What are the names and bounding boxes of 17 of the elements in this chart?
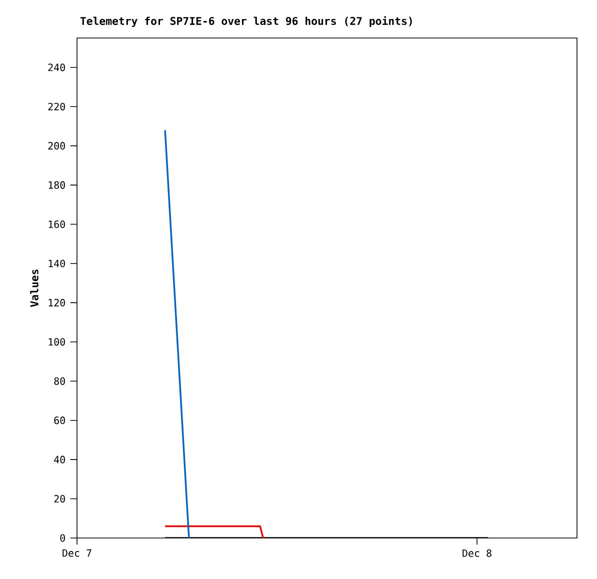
x-tick-label: Dec 8 — [462, 549, 492, 557]
y-tick-label: 180 — [48, 181, 65, 189]
y-tick-label: 140 — [48, 260, 65, 268]
y-tick-label: 120 — [48, 298, 65, 306]
y-axis-title: Values — [30, 270, 38, 307]
chart-title: Telemetry for SP7IE-6 over last 96 hours (27 points) — [80, 16, 412, 28]
y-tick-label: 20 — [54, 494, 65, 503]
y-tick-label: 200 — [48, 142, 65, 150]
y-tick-label: 240 — [48, 64, 65, 72]
y-tick-label: 100 — [48, 338, 65, 346]
y-tick-label: 0 — [60, 534, 65, 542]
x-tick-label: Dec 7 — [62, 549, 92, 557]
y-tick-label: 80 — [54, 377, 65, 385]
y-tick-label: 40 — [54, 456, 65, 464]
y-tick-label: 220 — [48, 102, 65, 110]
y-tick-label: 60 — [54, 416, 65, 424]
y-tick-label: 160 — [48, 220, 65, 228]
